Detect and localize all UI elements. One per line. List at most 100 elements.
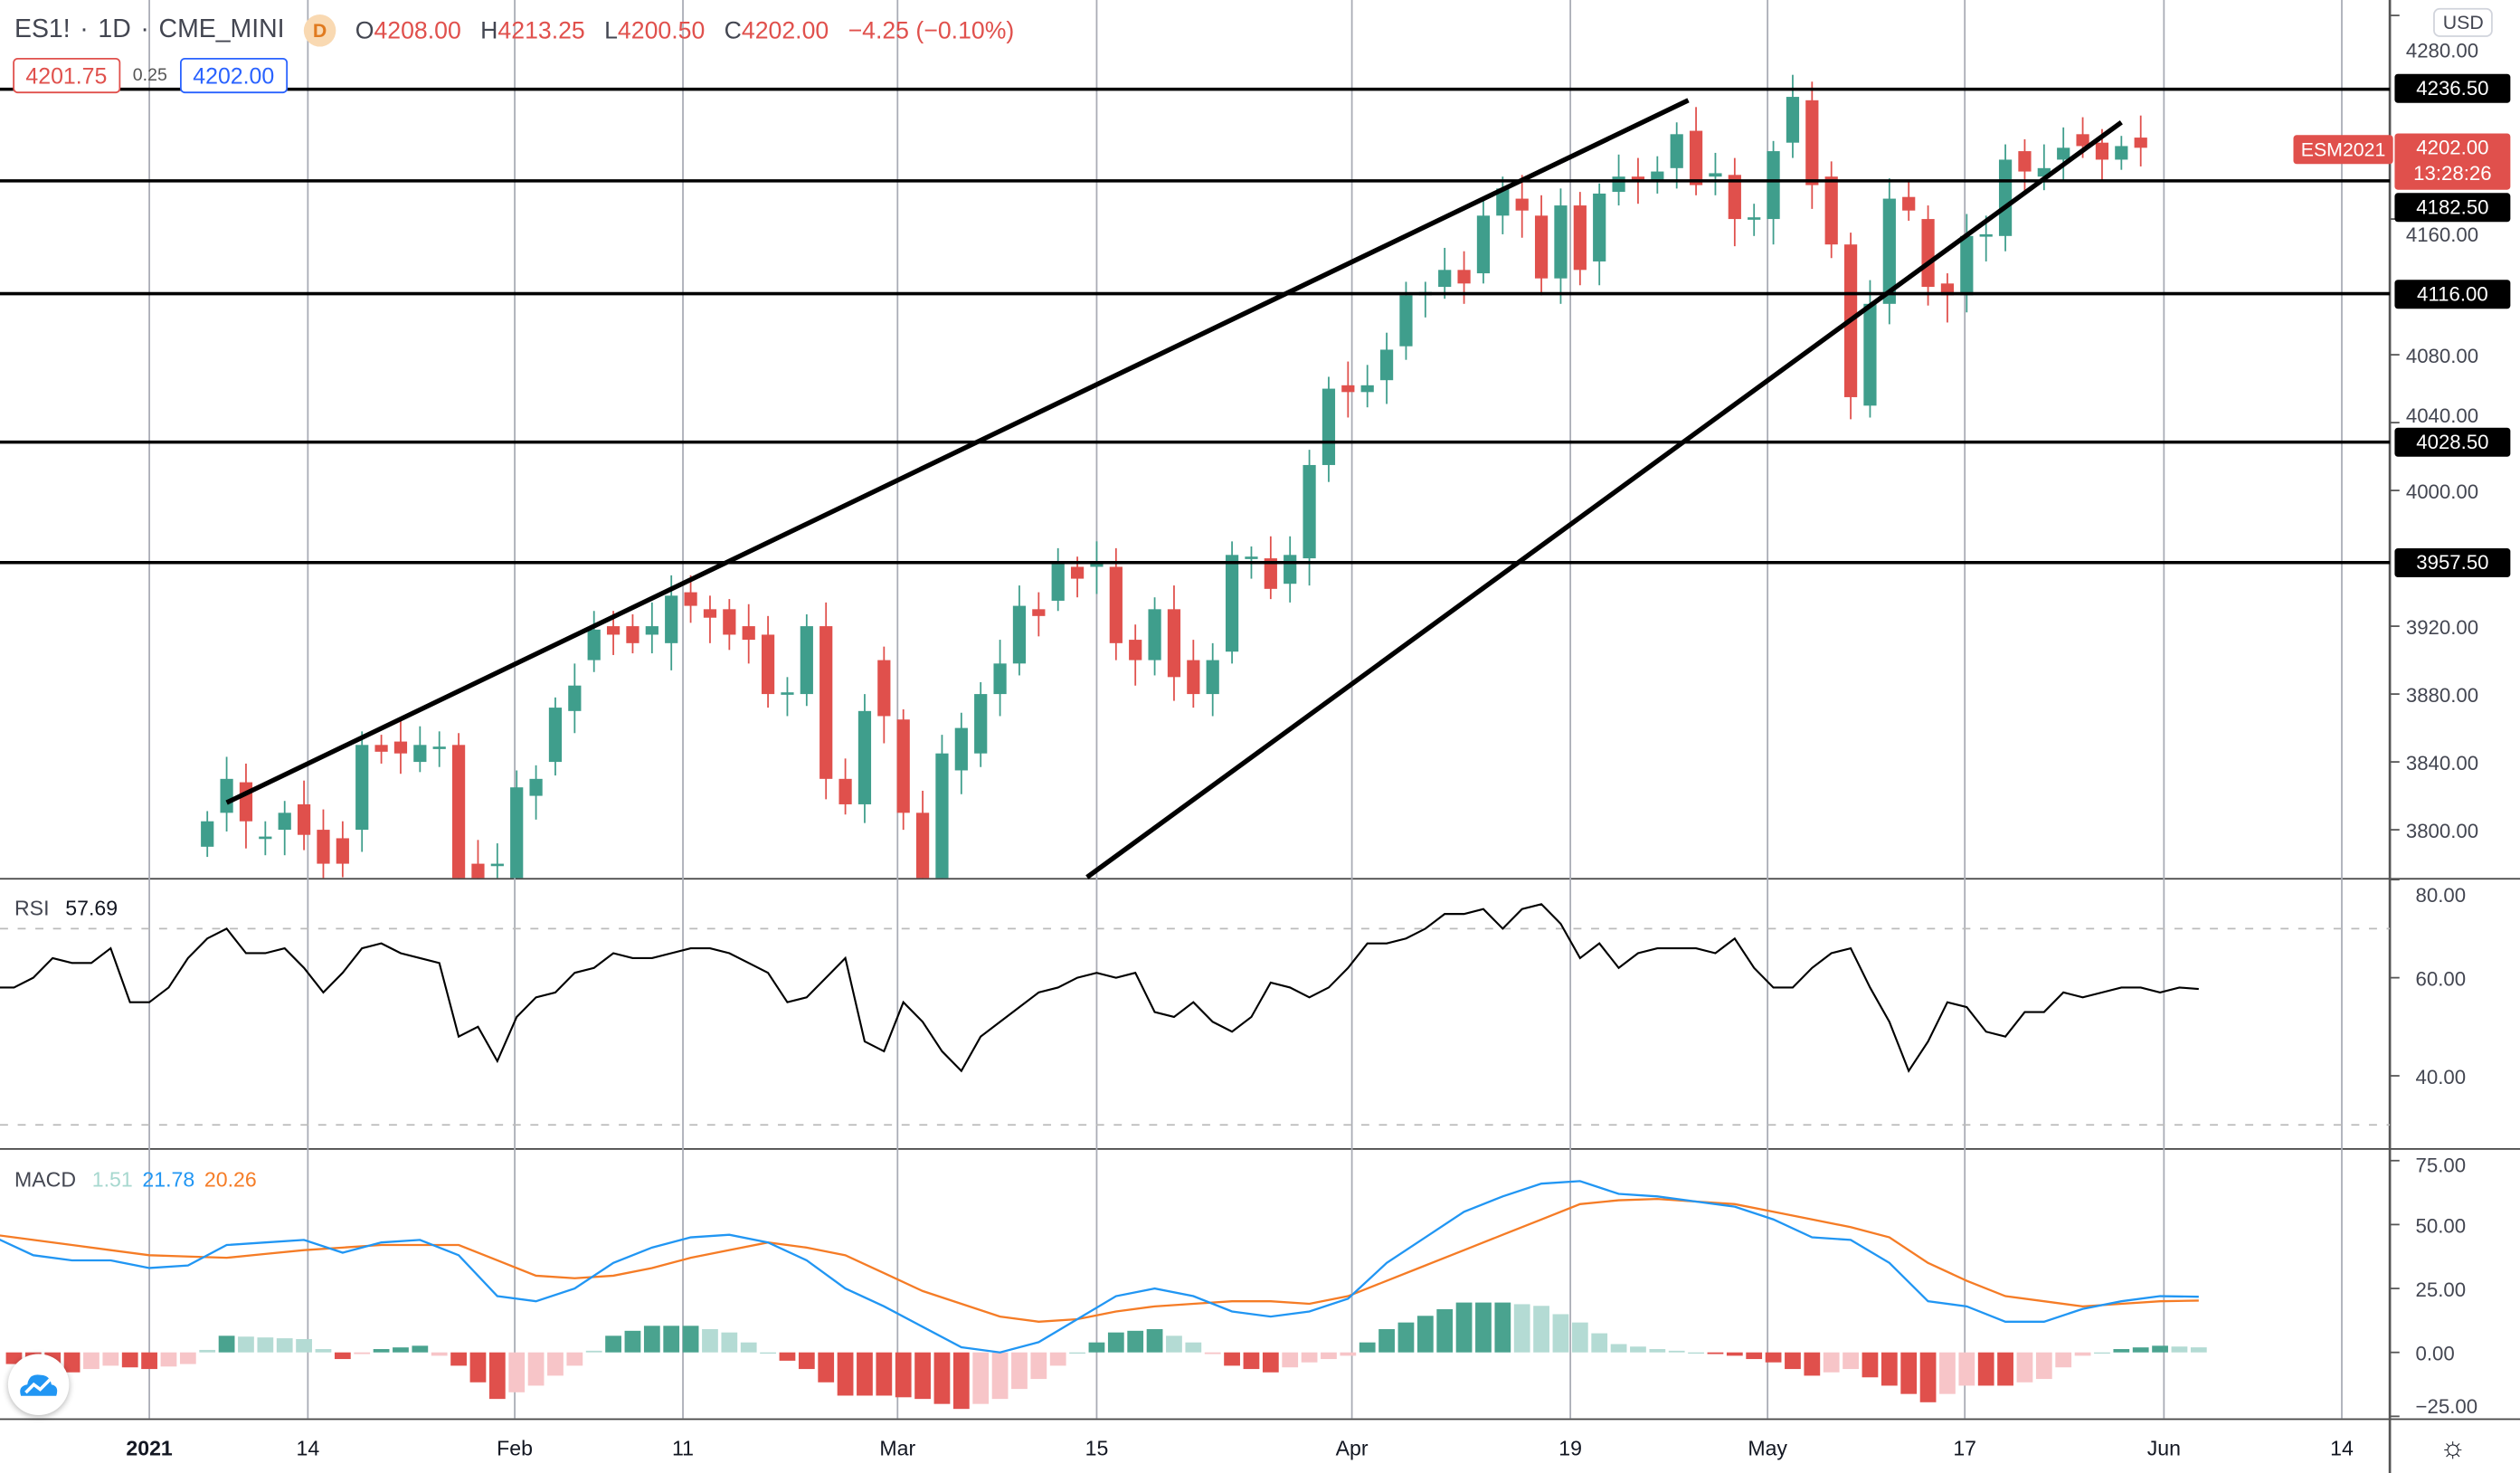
candle-body [974,694,988,754]
candle-body [1767,151,1780,220]
tradingview-logo[interactable] [7,1354,70,1416]
price-axis-label: 4160.00 [2406,223,2478,246]
macd-histogram-bar [2035,1352,2052,1380]
candle-body [413,745,427,763]
macd-histogram-bar [257,1337,274,1353]
spread: 0.25 [132,65,167,86]
macd-histogram-bar [1049,1352,1066,1366]
macd-histogram-bar [624,1330,641,1353]
candle-body [1303,464,1316,559]
change-value: −4.25 (−0.10%) [848,16,1015,44]
candle-body [529,778,543,796]
delayed-data-badge[interactable]: D [303,14,336,47]
candle-body [239,782,253,822]
candle-body [1651,171,1664,182]
time-axis-label: 14 [2330,1436,2354,1459]
candle-body [297,803,311,835]
buy-button[interactable]: 4202.00 [180,57,288,94]
settings-icon[interactable]: ☼ [2439,1430,2467,1464]
price-axis-label: 4280.00 [2406,39,2478,62]
candle-body [1689,130,1703,185]
candle-body [548,708,563,763]
macd-histogram-bar [740,1342,757,1353]
candle-body [393,741,408,754]
candle-body [703,609,717,618]
macd-legend[interactable]: MACD 1.51 21.78 20.26 [14,1167,257,1192]
candle-body [1882,198,1896,304]
candle-body [278,813,291,831]
bid-ask: 4201.75 0.25 4202.00 [13,57,288,94]
macd-histogram-bar [412,1345,429,1353]
macd-histogram-bar [2190,1347,2207,1353]
symbol-name[interactable]: ES1! [14,15,71,43]
candle-body [857,710,872,804]
macd-histogram-bar [779,1352,796,1361]
macd-histogram-bar [1688,1352,1704,1354]
high-label: H [480,16,498,44]
candle-body [432,746,446,749]
macd-axis-label: −25.00 [2416,1395,2478,1418]
trend-line[interactable] [225,98,1690,805]
macd-histogram-bar [1340,1352,1357,1356]
rsi-axis-label: 60.00 [2416,967,2467,990]
candle-body [568,685,582,711]
level-price-label: 4116.00 [2394,279,2511,309]
price-axis-label: 4040.00 [2406,404,2478,427]
macd-histogram-bar [393,1347,409,1353]
candle-body [1399,295,1413,347]
macd-histogram-bar [1958,1352,1975,1386]
candle-body [2134,138,2147,148]
candle-body [723,609,736,635]
interval[interactable]: 1D [98,15,131,43]
time-axis-label: 15 [1085,1436,1109,1459]
candle-body [1902,196,1916,211]
trend-line[interactable] [1085,120,2123,879]
low-label: L [604,16,618,44]
macd-histogram-bar [450,1352,467,1366]
macd-histogram-bar [876,1352,893,1396]
candle-body [742,626,755,641]
macd-histogram-bar [431,1352,448,1356]
sell-button[interactable]: 4201.75 [13,57,120,94]
price-axis-label: 3880.00 [2406,684,2478,707]
contract-label: ESM2021 [2293,135,2393,165]
candle-body [1341,385,1355,393]
macd-histogram-bar [914,1352,931,1400]
macd-histogram-bar [199,1349,216,1353]
candle-body [1438,270,1452,288]
candle-body [819,626,833,779]
macd-axis-label: 75.00 [2416,1155,2467,1177]
macd-histogram-bar [179,1352,196,1364]
macd-histogram-bar [1301,1352,1318,1363]
macd-histogram-bar [83,1352,99,1370]
macd-histogram-bar [1591,1333,1608,1353]
candle-body [336,838,349,864]
close-label: C [724,16,742,44]
macd-histogram-bar [527,1352,545,1386]
time-axis-label: 19 [1558,1436,1582,1459]
currency-button[interactable]: USD [2433,7,2494,37]
macd-histogram-bar [1939,1352,1956,1394]
macd-line-value: 21.78 [142,1167,195,1192]
candle-body [1998,159,2013,236]
rsi-legend[interactable]: RSI 57.69 [14,896,118,920]
candle-body [1709,173,1722,177]
candle-body [1728,175,1741,220]
macd-histogram-bar [682,1326,699,1353]
low-value: 4200.50 [617,16,706,44]
macd-histogram-bar [1030,1352,1047,1380]
candle-body [1206,660,1219,695]
macd-histogram-bar [218,1335,235,1353]
macd-histogram-bar [585,1350,602,1353]
candle-body [490,863,504,867]
time-axis-label: May [1748,1436,1787,1459]
candle-body [1070,566,1085,579]
candle-body [626,626,639,643]
macd-histogram-bar [837,1352,854,1396]
cloud-chart-icon [20,1374,58,1396]
macd-histogram-bar [1804,1352,1821,1376]
macd-histogram-bar [702,1328,718,1353]
candle-body [896,719,910,813]
